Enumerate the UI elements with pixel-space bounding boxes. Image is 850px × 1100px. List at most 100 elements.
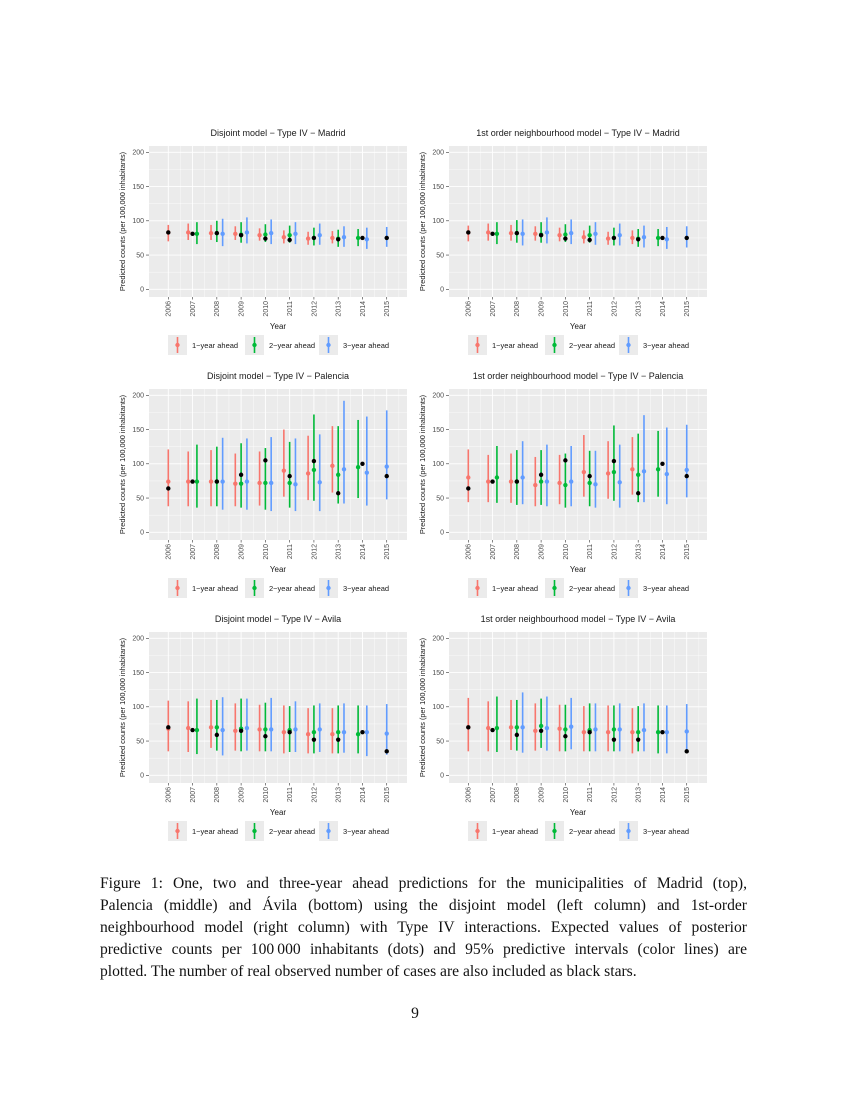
observed-point bbox=[287, 473, 292, 479]
mean-point-1yr bbox=[233, 728, 238, 733]
legend-dot-icon bbox=[552, 342, 557, 348]
y-tick-label: 50 bbox=[436, 738, 444, 745]
x-tick-label: 2013 bbox=[636, 544, 643, 560]
x-tick-label: 2009 bbox=[239, 787, 246, 803]
x-tick-label: 2010 bbox=[263, 544, 270, 560]
mean-point-3yr bbox=[641, 727, 647, 733]
y-tick-label: 150 bbox=[132, 670, 144, 677]
mean-point-1yr bbox=[533, 728, 538, 733]
y-tick-label: 0 bbox=[440, 773, 444, 780]
mean-point-3yr bbox=[268, 727, 274, 732]
observed-point bbox=[190, 231, 195, 237]
y-tick-label: 50 bbox=[136, 252, 144, 259]
y-axis-title: Predicted counts (per 100,000 inhabitant… bbox=[418, 152, 427, 291]
observed-point bbox=[660, 729, 665, 735]
mean-point-3yr bbox=[593, 727, 598, 732]
mean-point-2yr bbox=[587, 480, 592, 486]
x-tick-label: 2013 bbox=[336, 301, 343, 317]
mean-point-2yr bbox=[263, 727, 268, 732]
x-tick-label: 2010 bbox=[563, 301, 570, 317]
caption-line: neighbourhood model (right column) with … bbox=[100, 919, 747, 936]
legend-dot-icon bbox=[626, 342, 631, 348]
observed-point bbox=[263, 458, 268, 463]
mean-point-3yr bbox=[244, 230, 250, 235]
x-tick-label: 2014 bbox=[360, 544, 367, 560]
mean-point-1yr bbox=[186, 230, 191, 235]
x-axis-title: Year bbox=[570, 322, 587, 331]
legend-item: 1−year ahead bbox=[168, 335, 238, 355]
x-tick-label: 2010 bbox=[563, 787, 570, 803]
mean-point-3yr bbox=[341, 235, 347, 240]
observed-point bbox=[514, 732, 520, 738]
mean-point-3yr bbox=[664, 471, 670, 477]
observed-point bbox=[490, 727, 495, 733]
y-tick-label: 200 bbox=[432, 393, 444, 400]
x-tick-label: 2012 bbox=[311, 301, 318, 317]
observed-point bbox=[384, 473, 389, 479]
legend-dot-icon bbox=[626, 585, 631, 591]
x-tick-label: 2011 bbox=[287, 544, 294, 559]
observed-point bbox=[360, 729, 365, 735]
observed-point bbox=[490, 231, 495, 237]
observed-point bbox=[538, 472, 544, 477]
mean-point-1yr bbox=[533, 482, 538, 488]
x-tick-label: 2010 bbox=[263, 787, 270, 803]
mean-point-1yr bbox=[233, 481, 238, 486]
mean-point-3yr bbox=[617, 727, 622, 732]
legend-label: 2−year ahead bbox=[269, 827, 315, 836]
observed-point bbox=[190, 727, 195, 733]
x-tick-label: 2011 bbox=[587, 301, 594, 316]
mean-point-1yr bbox=[166, 479, 171, 484]
legend-item: 3−year ahead bbox=[619, 335, 689, 355]
plot-background bbox=[449, 632, 707, 783]
chart-avila-neighbourhood: 1st order neighbourhood model − Type IV … bbox=[410, 611, 710, 841]
x-tick-label: 2009 bbox=[239, 301, 246, 317]
mean-point-3yr bbox=[593, 231, 598, 237]
mean-point-1yr bbox=[330, 463, 335, 469]
legend-dot-icon bbox=[175, 828, 180, 834]
legend-item: 1−year ahead bbox=[168, 821, 238, 841]
legend-label: 1−year ahead bbox=[492, 584, 538, 593]
x-tick-label: 2012 bbox=[311, 544, 318, 560]
mean-point-2yr bbox=[355, 732, 361, 737]
x-tick-label: 2012 bbox=[611, 301, 618, 317]
mean-point-1yr bbox=[257, 727, 262, 732]
mean-point-3yr bbox=[544, 479, 550, 484]
observed-point bbox=[166, 230, 171, 235]
x-axis-title: Year bbox=[270, 808, 287, 817]
x-tick-label: 2008 bbox=[214, 301, 221, 317]
x-axis-title: Year bbox=[570, 808, 587, 817]
observed-point bbox=[384, 749, 389, 754]
mean-point-2yr bbox=[287, 232, 292, 238]
observed-point bbox=[238, 472, 244, 477]
y-tick-label: 150 bbox=[132, 427, 144, 434]
mean-point-2yr bbox=[655, 467, 661, 472]
y-tick-label: 200 bbox=[432, 150, 444, 157]
mean-point-1yr bbox=[533, 231, 538, 237]
mean-point-1yr bbox=[605, 729, 611, 735]
legend-label: 1−year ahead bbox=[492, 341, 538, 350]
mean-point-1yr bbox=[305, 732, 311, 737]
mean-point-3yr bbox=[317, 727, 322, 732]
mean-point-2yr bbox=[587, 232, 592, 238]
y-axis-title: Predicted counts (per 100,000 inhabitant… bbox=[418, 395, 427, 534]
x-tick-label: 2008 bbox=[514, 301, 521, 317]
observed-point bbox=[287, 729, 292, 735]
legend-item: 1−year ahead bbox=[468, 578, 538, 598]
mean-point-2yr bbox=[263, 480, 268, 486]
mean-point-3yr bbox=[568, 479, 574, 484]
legend-dot-icon bbox=[175, 342, 180, 348]
mean-point-1yr bbox=[557, 726, 562, 731]
x-tick-label: 2006 bbox=[166, 787, 173, 803]
y-tick-label: 150 bbox=[132, 184, 144, 191]
mean-point-3yr bbox=[364, 470, 370, 475]
legend-item: 3−year ahead bbox=[319, 821, 389, 841]
plot-background bbox=[149, 146, 407, 297]
caption-line: plotted. The number of real observed num… bbox=[100, 963, 637, 980]
legend-label: 1−year ahead bbox=[492, 827, 538, 836]
mean-point-3yr bbox=[341, 467, 347, 472]
legend-item: 3−year ahead bbox=[619, 821, 689, 841]
mean-point-1yr bbox=[486, 725, 491, 731]
chart-title: 1st order neighbourhood model − Type IV … bbox=[476, 128, 679, 138]
mean-point-2yr bbox=[514, 725, 520, 730]
